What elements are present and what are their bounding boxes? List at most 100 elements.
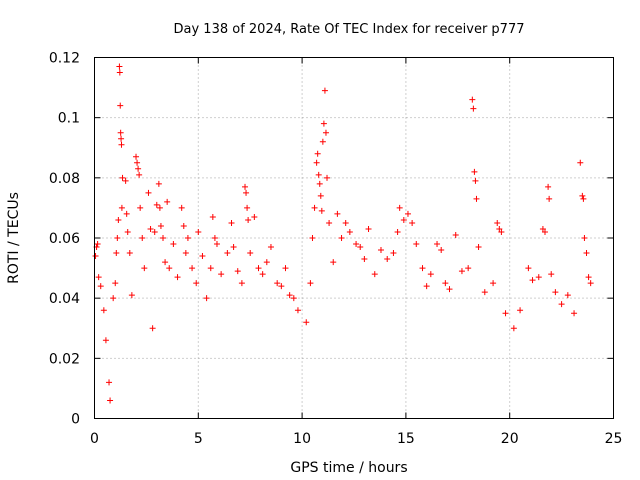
data-point <box>320 120 327 127</box>
x-tick-label: 15 <box>397 431 415 447</box>
data-point <box>245 216 252 223</box>
data-point <box>452 231 459 238</box>
data-point <box>135 165 142 172</box>
data-point <box>174 274 181 281</box>
data-point <box>234 268 241 275</box>
data-point <box>122 177 129 184</box>
data-point <box>475 244 482 251</box>
data-point <box>182 250 189 257</box>
data-point <box>119 174 126 181</box>
data-point <box>116 63 123 70</box>
x-tick-label: 0 <box>90 431 99 447</box>
data-point <box>286 292 293 299</box>
data-point <box>579 192 586 199</box>
data-point <box>147 225 154 232</box>
data-point <box>587 280 594 287</box>
data-point <box>92 253 99 260</box>
data-point <box>564 292 571 299</box>
data-point <box>133 153 140 160</box>
data-point <box>294 307 301 314</box>
data-point <box>535 274 542 281</box>
data-point <box>156 204 163 211</box>
data-point <box>94 241 101 248</box>
data-point <box>134 159 141 166</box>
y-tick-label: 0.1 <box>58 111 80 127</box>
data-point <box>438 247 445 254</box>
axis-tick-labels: 0 5 10 15 20 25 0 0.02 0.04 0.06 0.08 0.1 0.12 <box>49 51 623 448</box>
y-tick-label: 0.08 <box>49 171 80 187</box>
data-point <box>247 250 254 257</box>
data-point <box>529 277 536 284</box>
data-point <box>490 280 497 287</box>
data-point <box>434 241 441 248</box>
data-point <box>400 216 407 223</box>
data-point <box>178 204 185 211</box>
data-point <box>338 235 345 241</box>
data-point <box>548 271 555 278</box>
data-point <box>571 310 578 317</box>
plot-frame <box>94 57 614 419</box>
data-point <box>218 271 225 278</box>
data-point <box>117 102 124 109</box>
data-point <box>170 241 177 248</box>
data-point <box>195 228 202 235</box>
data-point <box>458 268 465 275</box>
data-point <box>353 241 360 248</box>
data-point <box>502 310 509 317</box>
data-point <box>309 235 316 241</box>
data-point <box>160 235 167 241</box>
data-point <box>409 219 416 226</box>
data-point <box>155 180 162 187</box>
data-point <box>244 204 251 211</box>
data-point <box>230 244 237 251</box>
data-point <box>251 213 258 220</box>
data-point <box>552 289 559 296</box>
data-point <box>342 219 349 226</box>
data-point <box>361 256 368 263</box>
data-point <box>213 241 220 248</box>
data-point <box>238 280 245 287</box>
data-point <box>124 228 131 235</box>
data-point <box>394 228 401 235</box>
data-point <box>583 250 590 257</box>
data-point <box>377 247 384 254</box>
data-point <box>311 204 318 211</box>
y-tick-label: 0.06 <box>49 231 80 247</box>
data-point <box>199 253 206 260</box>
data-point <box>517 307 524 314</box>
data-point <box>151 228 158 235</box>
x-tick-label: 10 <box>293 431 311 447</box>
data-point <box>510 325 517 332</box>
x-tick-label: 5 <box>194 431 203 447</box>
data-point <box>211 235 218 241</box>
data-point <box>126 250 133 257</box>
data-point <box>145 189 152 196</box>
grid-lines <box>94 57 614 419</box>
x-axis-label: GPS time / hours <box>290 460 407 476</box>
data-point <box>224 250 231 257</box>
data-point <box>228 219 235 226</box>
data-point <box>357 244 364 251</box>
data-point <box>113 250 120 257</box>
data-point <box>314 150 321 157</box>
data-point <box>189 265 196 272</box>
data-point <box>469 96 476 103</box>
data-point <box>315 171 322 178</box>
data-point <box>209 213 216 220</box>
data-point <box>413 241 420 248</box>
data-point <box>100 307 107 314</box>
data-point <box>243 189 250 196</box>
data-point <box>157 222 164 229</box>
data-point <box>307 280 314 287</box>
data-point <box>180 222 187 229</box>
x-tick-label: 25 <box>605 431 623 447</box>
data-point <box>471 168 478 175</box>
data-point <box>255 265 262 272</box>
data-point <box>465 265 472 272</box>
data-point <box>164 198 171 205</box>
data-point <box>324 174 331 181</box>
data-point <box>259 271 266 278</box>
x-tick-label: 20 <box>501 431 519 447</box>
data-point <box>274 280 281 287</box>
data-point <box>472 177 479 184</box>
